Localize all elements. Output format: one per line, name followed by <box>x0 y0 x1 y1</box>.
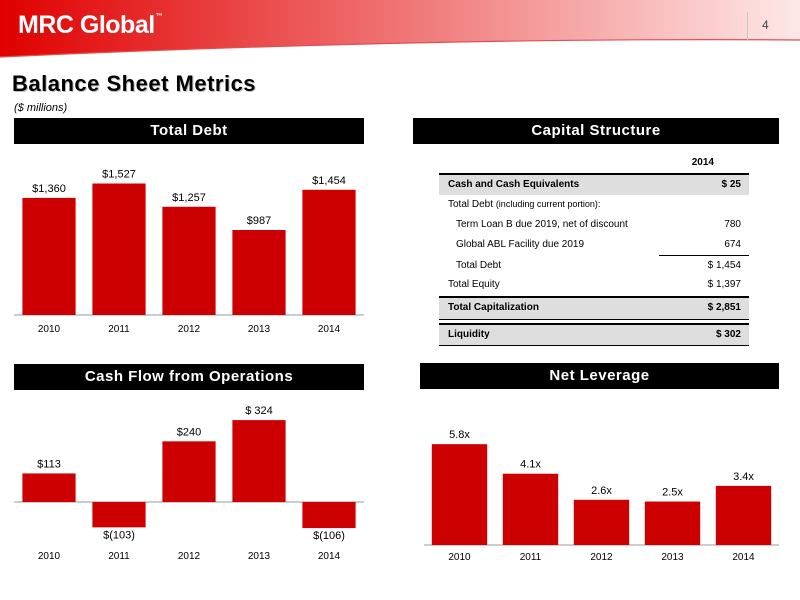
total-capitalization-row: Total Capitalization $ 2,851 <box>439 298 749 319</box>
bar-2012 <box>573 499 630 545</box>
x-tick-2014: 2014 <box>732 552 755 563</box>
x-tick-2010: 2010 <box>448 552 471 563</box>
data-label-2012: 2.6x <box>591 485 612 497</box>
company-logo: MRC Global™ <box>18 11 163 39</box>
x-tick-2012: 2012 <box>178 551 201 562</box>
total-debt-row: Total Debt $ 1,454 <box>456 260 741 271</box>
data-label-2013: $ 324 <box>245 405 273 417</box>
x-tick-2013: 2013 <box>248 551 271 562</box>
data-label-2011: $(103) <box>103 529 135 541</box>
bar-2014 <box>302 189 356 315</box>
x-tick-2011: 2011 <box>520 552 542 563</box>
x-tick-2013: 2013 <box>248 324 271 335</box>
cash-flow-chart: $113 2010 $(103) 2011 $240 2012 $ 324 2013 $(106… <box>14 405 364 562</box>
x-tick-2012: 2012 <box>590 552 613 563</box>
liquidity-top-rule <box>439 323 749 325</box>
bar-2014 <box>302 502 356 529</box>
bar-2014 <box>715 485 772 545</box>
data-label-2010: $113 <box>37 458 61 470</box>
bar-2013 <box>644 501 701 545</box>
total-debt-chart: $1,360 2010 $1,527 2011 $1,257 2012 $987 2013 $1… <box>14 169 364 335</box>
bar-2011 <box>92 502 146 528</box>
bar-2010 <box>22 197 76 315</box>
data-label-2012: $240 <box>177 426 201 438</box>
data-label-2014: $1,454 <box>312 175 346 187</box>
data-label-2010: $1,360 <box>32 183 66 195</box>
data-label-2011: $1,527 <box>102 169 136 181</box>
data-label-2014: 3.4x <box>733 471 754 483</box>
bar-2012 <box>162 441 216 502</box>
bar-2010 <box>22 473 76 502</box>
data-label-2010: 5.8x <box>449 429 470 441</box>
section-total-debt: Total Debt <box>14 118 364 144</box>
x-tick-2011: 2011 <box>108 324 130 335</box>
x-tick-2013: 2013 <box>661 552 684 563</box>
data-label-2013: $987 <box>247 215 271 227</box>
bar-2012 <box>162 206 216 315</box>
cash-row: Cash and Cash Equivalents $ 25 <box>439 175 749 195</box>
x-tick-2011: 2011 <box>108 551 130 562</box>
data-label-2013: 2.5x <box>662 487 683 499</box>
x-tick-2014: 2014 <box>318 324 341 335</box>
page-title: Balance Sheet Metrics <box>12 71 257 96</box>
liquidity-bottom-rule <box>439 345 749 346</box>
section-capital-structure: Capital Structure <box>413 118 779 144</box>
header-banner <box>0 0 800 58</box>
year-header: 2014 <box>691 157 714 168</box>
x-tick-2010: 2010 <box>38 551 61 562</box>
section-cash-flow: Cash Flow from Operations <box>14 364 364 390</box>
year-header-row: 2014 <box>439 153 749 173</box>
x-tick-2010: 2010 <box>38 324 61 335</box>
abl-row: Global ABL Facility due 2019 674 <box>456 239 741 250</box>
total-debt-heading-row: Total Debt (including current portion): <box>448 199 601 210</box>
section-net-leverage: Net Leverage <box>420 363 779 389</box>
data-label-2014: $(106) <box>313 530 345 542</box>
subtotal-rule <box>659 255 749 256</box>
data-label-2012: $1,257 <box>172 192 206 204</box>
term-loan-row: Term Loan B due 2019, net of discount 78… <box>456 219 741 230</box>
header-rule <box>439 173 749 175</box>
x-tick-2014: 2014 <box>318 551 341 562</box>
bar-2010 <box>431 444 488 545</box>
total-equity-row: Total Equity $ 1,397 <box>448 279 741 290</box>
x-tick-2012: 2012 <box>178 324 201 335</box>
liquidity-row: Liquidity $ 302 <box>439 325 749 345</box>
bar-2013 <box>232 420 286 502</box>
units-note: ($ millions) <box>14 102 68 114</box>
capitalization-bottom-rule <box>439 319 749 320</box>
net-leverage-chart: 5.8x 2010 4.1x 2011 2.6x 2012 2.5x 2013 3.4x 2014 <box>424 429 779 563</box>
page-number: 4 <box>762 18 769 32</box>
capitalization-rule <box>439 296 749 298</box>
bar-2011 <box>92 183 146 315</box>
data-label-2011: 4.1x <box>520 459 541 471</box>
bar-2011 <box>502 473 559 545</box>
page-number-divider <box>747 12 748 41</box>
bar-2013 <box>232 230 286 315</box>
